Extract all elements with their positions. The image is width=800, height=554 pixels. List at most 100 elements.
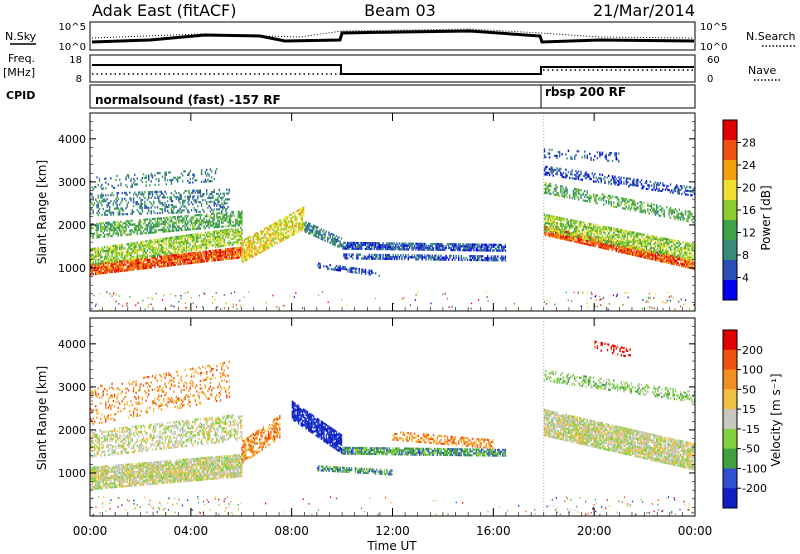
data-cell bbox=[282, 227, 285, 230]
data-cell bbox=[130, 256, 132, 259]
data-cell bbox=[101, 268, 103, 271]
data-cell bbox=[560, 232, 562, 235]
data-cell bbox=[349, 268, 351, 271]
data-cell bbox=[166, 226, 169, 229]
data-cell bbox=[192, 261, 194, 264]
data-cell bbox=[585, 237, 587, 240]
data-cell bbox=[213, 236, 215, 239]
data-cell bbox=[151, 260, 154, 263]
data-cell bbox=[552, 227, 554, 230]
data-cell bbox=[141, 242, 144, 245]
data-cell bbox=[139, 226, 141, 229]
data-cell bbox=[642, 248, 644, 251]
data-cell bbox=[458, 256, 460, 259]
data-cell bbox=[246, 247, 248, 250]
data-cell bbox=[98, 180, 101, 183]
data-cell bbox=[130, 223, 132, 226]
data-cell bbox=[555, 227, 557, 230]
data-cell bbox=[256, 249, 258, 252]
data-cell bbox=[238, 220, 241, 223]
data-cell bbox=[574, 236, 576, 239]
data-cell bbox=[238, 232, 241, 235]
data-cell bbox=[121, 197, 123, 200]
noise-panel bbox=[89, 21, 696, 51]
data-cell bbox=[623, 245, 625, 248]
data-cell bbox=[653, 251, 655, 254]
data-cell bbox=[231, 249, 233, 252]
data-cell bbox=[392, 248, 394, 251]
freq-unit-label: [MHz] bbox=[3, 66, 35, 79]
data-cell bbox=[357, 253, 359, 256]
data-cell bbox=[257, 233, 259, 236]
data-cell bbox=[136, 264, 138, 267]
data-cell bbox=[102, 227, 104, 231]
data-cell bbox=[95, 228, 97, 231]
data-cell bbox=[177, 255, 179, 258]
data-cell bbox=[487, 249, 489, 252]
data-cell bbox=[674, 255, 677, 258]
data-cell bbox=[193, 257, 195, 260]
data-cell bbox=[169, 198, 171, 201]
data-cell bbox=[652, 239, 654, 242]
data-cell bbox=[97, 270, 99, 273]
data-cell bbox=[222, 208, 224, 211]
data-cell bbox=[219, 241, 222, 244]
data-cell bbox=[102, 262, 104, 265]
data-cell bbox=[174, 254, 176, 257]
data-cell bbox=[211, 259, 213, 262]
data-cell bbox=[282, 223, 285, 226]
data-cell bbox=[269, 227, 271, 230]
data-cell bbox=[140, 263, 142, 266]
data-cell bbox=[171, 244, 174, 247]
data-cell bbox=[397, 246, 399, 249]
data-cell bbox=[146, 224, 149, 227]
data-cell bbox=[211, 200, 213, 203]
data-cell bbox=[275, 221, 277, 224]
data-cell bbox=[137, 254, 140, 258]
data-cell bbox=[576, 237, 578, 240]
data-cell bbox=[654, 235, 657, 238]
data-cell bbox=[599, 240, 601, 243]
data-cell bbox=[227, 215, 229, 218]
data-cell bbox=[285, 235, 287, 238]
data-cell bbox=[161, 222, 164, 226]
data-cell bbox=[233, 237, 236, 240]
data-cell bbox=[629, 251, 631, 254]
data-cell bbox=[635, 250, 638, 253]
data-cell bbox=[199, 193, 202, 196]
data-cell bbox=[165, 206, 167, 209]
data-cell bbox=[640, 251, 643, 254]
data-cell bbox=[90, 263, 92, 266]
data-cell bbox=[618, 236, 620, 239]
data-cell bbox=[683, 259, 686, 262]
data-cell bbox=[242, 260, 244, 263]
data-cell bbox=[137, 223, 140, 226]
data-cell bbox=[453, 243, 455, 246]
data-cell bbox=[130, 244, 132, 247]
data-cell bbox=[188, 191, 190, 194]
data-cell bbox=[217, 225, 219, 229]
data-cell bbox=[231, 237, 233, 240]
data-cell bbox=[563, 238, 566, 241]
data-cell bbox=[240, 226, 242, 229]
data-cell bbox=[207, 256, 209, 259]
data-cell bbox=[170, 254, 173, 257]
data-cell bbox=[182, 259, 184, 262]
data-cell bbox=[276, 224, 278, 227]
data-cell bbox=[116, 270, 118, 273]
data-cell bbox=[134, 183, 136, 186]
data-cell bbox=[188, 173, 190, 177]
data-cell bbox=[285, 233, 287, 236]
data-cell bbox=[379, 246, 382, 249]
data-cell bbox=[144, 220, 146, 223]
data-cell bbox=[645, 249, 648, 252]
data-cell bbox=[316, 236, 319, 239]
data-cell bbox=[692, 267, 694, 270]
data-cell bbox=[146, 263, 149, 266]
data-cell bbox=[350, 245, 353, 248]
data-cell bbox=[269, 232, 271, 235]
data-cell bbox=[591, 238, 593, 241]
data-cell bbox=[200, 256, 203, 259]
data-cell bbox=[228, 215, 230, 218]
data-cell bbox=[585, 239, 587, 242]
